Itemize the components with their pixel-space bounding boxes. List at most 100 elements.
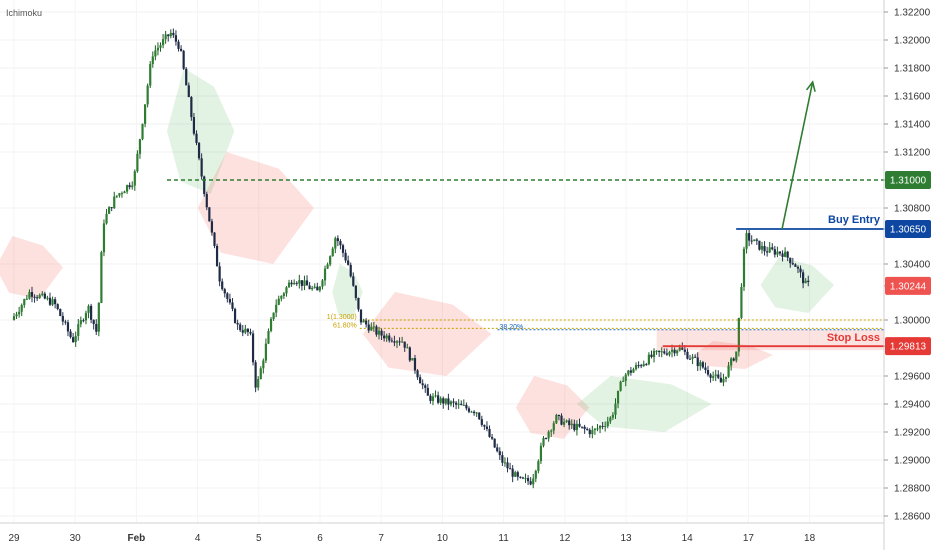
- candle-body: [490, 436, 494, 439]
- x-tick-label: 29: [8, 533, 20, 544]
- candle-body: [758, 240, 761, 250]
- candle-body: [210, 221, 214, 233]
- candle-body: [185, 68, 188, 86]
- candle-body: [534, 470, 537, 479]
- candle-body: [308, 285, 311, 290]
- candle-body: [537, 461, 540, 471]
- candle-body: [647, 354, 650, 365]
- candle-body: [637, 365, 640, 367]
- candle-body: [493, 438, 496, 448]
- candle-body: [79, 320, 82, 325]
- candle-body: [295, 282, 298, 284]
- candle-body: [133, 171, 136, 186]
- x-tick-label: 14: [682, 533, 694, 544]
- candle-body: [742, 248, 746, 287]
- candle-body: [56, 304, 59, 309]
- candle-body: [326, 264, 329, 269]
- candle-body: [218, 266, 221, 282]
- candle-body: [688, 358, 692, 360]
- y-tick-label: 1.31400: [894, 120, 931, 131]
- candle-body: [496, 447, 499, 452]
- candle-body: [588, 429, 591, 435]
- candle-body: [678, 347, 681, 351]
- candle-body: [514, 472, 517, 477]
- ichimoku-cloud: [0, 68, 835, 439]
- candle-body: [174, 35, 178, 42]
- candle-body: [658, 350, 661, 353]
- candle-body: [280, 296, 283, 299]
- candle-body: [87, 305, 90, 313]
- candle-body: [593, 428, 597, 431]
- candle-body: [755, 239, 758, 241]
- candle-body: [431, 396, 435, 401]
- candle-body: [249, 332, 252, 334]
- price-badge-label: 1.30650: [890, 225, 927, 236]
- candle-body: [619, 381, 622, 391]
- y-tick-label: 1.30000: [894, 316, 931, 327]
- price-badge: [885, 220, 931, 238]
- axes: [0, 0, 885, 550]
- price-badge-label: 1.31000: [890, 176, 927, 187]
- y-axis-ticks: 1.32200 1.32000 1.31800 1.31600 1.31400 1.312…: [884, 8, 931, 523]
- y-tick-label: 1.29400: [894, 400, 931, 411]
- candle-body: [267, 330, 270, 344]
- candle-body: [347, 260, 350, 265]
- candle-body: [30, 292, 34, 297]
- candle-body: [344, 252, 347, 261]
- candle-body: [426, 387, 429, 396]
- candle-body: [735, 351, 738, 361]
- candle-body: [177, 41, 180, 49]
- candle-body: [598, 425, 602, 429]
- candle-body: [802, 272, 805, 284]
- candle-body: [701, 362, 704, 368]
- candle-body: [691, 356, 694, 359]
- candle-body: [367, 324, 370, 331]
- candle-body: [511, 468, 514, 477]
- candle-body: [95, 324, 98, 332]
- candle-body: [97, 302, 100, 332]
- candle-body: [182, 50, 185, 69]
- x-tick-label: 5: [256, 533, 262, 544]
- candle-body: [789, 257, 792, 264]
- candle-body: [503, 462, 507, 464]
- candle-body: [575, 423, 579, 431]
- candle-body: [64, 321, 67, 323]
- candle-body: [15, 314, 18, 317]
- candle-body: [786, 251, 789, 258]
- candle-body: [480, 419, 483, 425]
- candle-body: [609, 417, 612, 422]
- candle-body: [272, 312, 275, 319]
- candle-body: [365, 320, 368, 325]
- candle-body: [323, 268, 327, 281]
- candle-body: [43, 293, 46, 299]
- candle-body: [28, 292, 31, 299]
- candle-body: [336, 238, 339, 242]
- candle-body: [799, 268, 802, 273]
- candle-body: [578, 423, 581, 427]
- candle-body: [673, 349, 676, 354]
- candle-body: [187, 85, 190, 98]
- candle-body: [748, 233, 751, 241]
- candle-body: [709, 374, 712, 378]
- candle-body: [192, 117, 196, 134]
- candle-body: [305, 280, 309, 286]
- candle-body: [683, 349, 686, 352]
- candle-body: [408, 347, 411, 361]
- candle-body: [303, 280, 306, 286]
- candle-body: [77, 324, 80, 336]
- candle-body: [251, 333, 255, 363]
- candle-body: [290, 282, 293, 285]
- candle-body: [485, 426, 489, 429]
- candle-body: [205, 193, 208, 208]
- candle-body: [61, 315, 64, 322]
- candle-body: [377, 330, 381, 335]
- candle-body: [269, 318, 273, 331]
- candle-body: [331, 248, 334, 257]
- fib-label: 38.20%: [499, 324, 523, 331]
- x-tick-label: 4: [195, 533, 201, 544]
- candle-body: [403, 341, 406, 348]
- candle-body: [233, 308, 237, 323]
- candle-body: [228, 298, 232, 303]
- candle-body: [259, 368, 262, 379]
